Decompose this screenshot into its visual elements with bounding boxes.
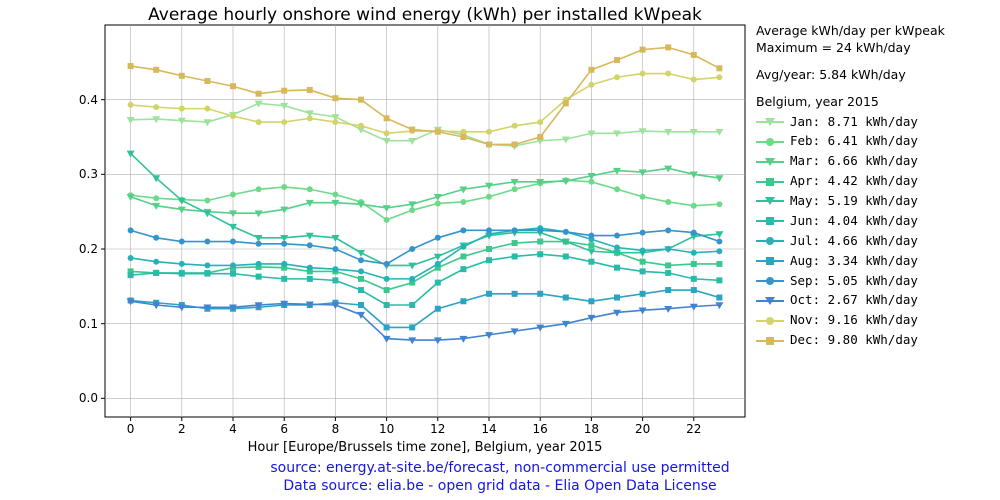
legend-item: Nov: 9.16 kWh/day [756,312,945,329]
legend-item: Dec: 9.80 kWh/day [756,332,945,349]
x-tick-label: 20 [635,422,650,436]
legend-item: Jul: 4.66 kWh/day [756,233,945,250]
legend-label: Oct: 2.67 kWh/day [790,292,918,309]
x-axis-label: Hour [Europe/Brussels time zone], Belgiu… [105,440,745,455]
legend-item: Sep: 5.05 kWh/day [756,273,945,290]
legend-item: Jun: 4.04 kWh/day [756,213,945,230]
x-tick-label: 12 [430,422,445,436]
legend-item: Jan: 8.71 kWh/day [756,114,945,131]
x-tick-label: 18 [584,422,599,436]
legend-item: Oct: 2.67 kWh/day [756,292,945,309]
x-tick-label: 0 [127,422,135,436]
legend-label: Dec: 9.80 kWh/day [790,332,918,349]
legend-label: Apr: 4.42 kWh/day [790,173,918,190]
x-tick-label: 14 [481,422,496,436]
credit-text: source: energy.at-site.be/forecast, non-… [0,460,1000,495]
legend-item: Apr: 4.42 kWh/day [756,173,945,190]
y-tick-label: 0.4 [79,93,98,107]
legend-item: Feb: 6.41 kWh/day [756,133,945,150]
x-tick-label: 16 [533,422,548,436]
legend-label: Mar: 6.66 kWh/day [790,153,918,170]
y-tick-label: 0.2 [79,242,98,256]
legend-avg: Avg/year: 5.84 kWh/day [756,67,945,84]
legend-label: Nov: 9.16 kWh/day [790,312,918,329]
legend: Average kWh/day per kWpeak Maximum = 24 … [756,23,945,352]
y-tick-label: 0.3 [79,167,98,181]
legend-item: Aug: 3.34 kWh/day [756,253,945,270]
legend-region: Belgium, year 2015 [756,94,945,111]
x-tick-label: 8 [332,422,340,436]
legend-label: Jan: 8.71 kWh/day [790,114,918,131]
legend-label: Feb: 6.41 kWh/day [790,133,918,150]
x-tick-label: 10 [379,422,394,436]
x-tick-label: 4 [229,422,237,436]
legend-label: Jul: 4.66 kWh/day [790,233,918,250]
legend-label: Jun: 4.04 kWh/day [790,213,918,230]
y-tick-label: 0.0 [79,391,98,405]
legend-label: May: 5.19 kWh/day [790,193,918,210]
legend-item: May: 5.19 kWh/day [756,193,945,210]
legend-label: Sep: 5.05 kWh/day [790,273,918,290]
x-tick-label: 2 [178,422,186,436]
y-tick-label: 0.1 [79,317,98,331]
legend-label: Aug: 3.34 kWh/day [790,253,918,270]
x-tick-label: 6 [280,422,288,436]
legend-header-1: Average kWh/day per kWpeak [756,23,945,40]
legend-item: Mar: 6.66 kWh/day [756,153,945,170]
x-tick-label: 22 [686,422,701,436]
legend-header-2: Maximum = 24 kWh/day [756,40,945,57]
